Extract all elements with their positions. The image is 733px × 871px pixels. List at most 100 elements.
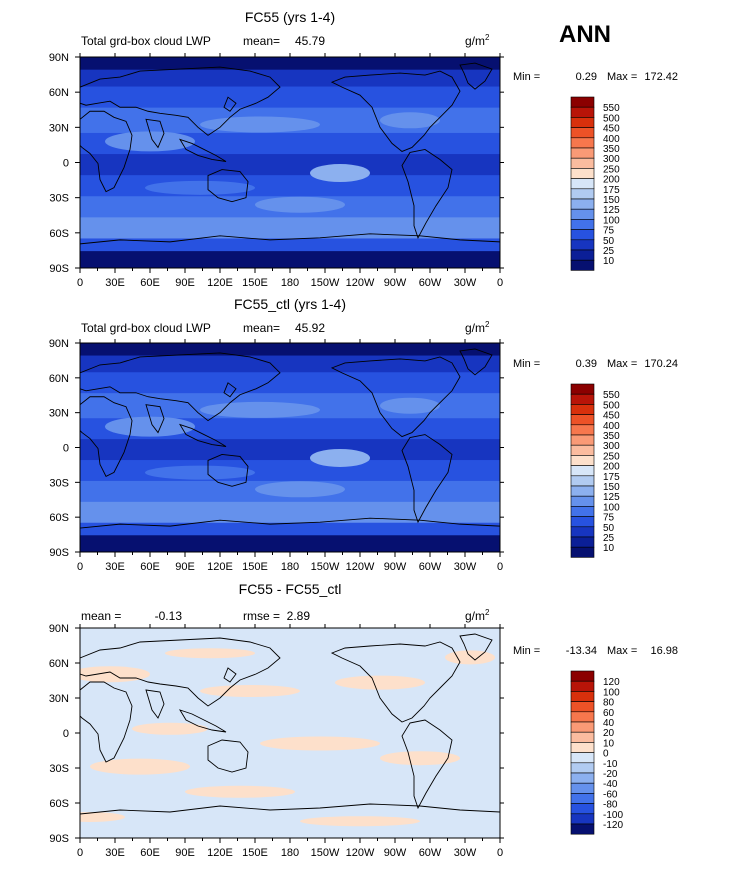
x-tick-label: 180 [281, 561, 299, 573]
colorbar-swatch [570, 157, 595, 169]
colorbar-swatch [570, 691, 595, 702]
colorbar-label: -120 [603, 820, 623, 831]
colorbar-label: 200 [603, 175, 620, 186]
y-tick-label: 90S [49, 263, 69, 275]
colorbar-label: 25 [603, 246, 615, 257]
colorbar-label: 25 [603, 533, 615, 544]
colorbar-label: 40 [603, 718, 615, 729]
colorbar-label: 175 [603, 185, 620, 196]
x-tick-label: 60W [419, 277, 442, 289]
x-tick-label: 0 [77, 561, 83, 573]
colorbar-swatch [570, 168, 595, 179]
x-tick-label: 150W [311, 561, 340, 573]
x-tick-label: 90W [384, 561, 407, 573]
colorbar-label: -40 [603, 779, 618, 790]
x-tick-label: 120W [346, 561, 375, 573]
colorbar-label: 300 [603, 441, 620, 452]
colorbar-swatch [570, 106, 595, 118]
y-tick-label: 30S [49, 763, 69, 775]
y-tick-label: 60S [49, 512, 69, 524]
mean-label: mean= [243, 34, 280, 48]
lwp-cloud-region [310, 164, 370, 183]
lwp-cloud-region [310, 448, 370, 467]
lwp-band [80, 86, 500, 109]
max-value: 172.42 [644, 71, 678, 83]
y-tick-label: 30N [49, 122, 69, 134]
lwp-cloud-region [145, 180, 255, 195]
min-value: 0.29 [576, 71, 597, 83]
lwp-band [80, 251, 500, 268]
lwp-band [80, 154, 500, 176]
diff-positive-region [445, 650, 495, 665]
colorbar-swatch [570, 670, 595, 682]
colorbar-label: 0 [603, 749, 609, 760]
colorbar-swatch [570, 249, 595, 261]
x-tick-label: 60E [140, 561, 160, 573]
colorbar-swatch [570, 782, 595, 794]
colorbar-swatch [570, 239, 595, 251]
colorbar-swatch [570, 516, 595, 528]
x-tick-label: 180 [281, 277, 299, 289]
colorbar-label: 200 [603, 462, 620, 473]
colorbar-swatch [570, 414, 595, 426]
colorbar-swatch [570, 721, 595, 733]
colorbar-swatch [570, 117, 595, 128]
colorbar-swatch [570, 731, 595, 743]
x-tick-label: 150W [311, 847, 340, 859]
y-tick-label: 90S [49, 547, 69, 559]
colorbar-label: 250 [603, 164, 620, 175]
y-tick-label: 0 [63, 728, 69, 740]
mean-value: 45.79 [295, 34, 325, 48]
colorbar-swatch [570, 701, 595, 713]
lwp-band [80, 522, 500, 536]
units-label: g/m2 [465, 320, 490, 335]
x-tick-label: 60E [140, 277, 160, 289]
colorbar-swatch [570, 434, 595, 446]
x-tick-label: 120W [346, 277, 375, 289]
colorbar-label: 60 [603, 708, 615, 719]
colorbar-label: 50 [603, 523, 615, 534]
colorbar-label: 150 [603, 195, 620, 206]
colorbar-swatch [570, 147, 595, 159]
units-exponent: 2 [485, 33, 490, 42]
x-tick-label: 30E [105, 847, 125, 859]
units-base: g/m [465, 34, 485, 48]
diff-positive-region [260, 736, 380, 751]
x-tick-label: 90E [175, 847, 195, 859]
x-tick-label: 90E [175, 561, 195, 573]
y-tick-label: 30S [49, 193, 69, 205]
colorbar-swatch [570, 96, 595, 108]
lwp-band [80, 355, 500, 373]
colorbar-label: -20 [603, 769, 618, 780]
colorbar-label: 400 [603, 134, 620, 145]
variable-label: Total grd-box cloud LWP [81, 321, 211, 335]
units-exponent: 2 [485, 608, 490, 617]
lwp-cloud-region [255, 196, 345, 213]
colorbar-swatch [570, 383, 595, 395]
lwp-cloud-region [380, 112, 440, 129]
lwp-cloud-region [105, 131, 195, 152]
x-tick-label: 60W [419, 561, 442, 573]
diff-positive-region [80, 812, 125, 822]
diff-positive-region [165, 648, 255, 659]
colorbar-label: -80 [603, 800, 618, 811]
colorbar-swatch [570, 526, 595, 538]
lwp-cloud-region [80, 482, 160, 497]
lwp-band [80, 217, 500, 239]
diff-positive-region [90, 758, 190, 775]
lwp-band [80, 460, 500, 482]
max-value: 16.98 [650, 645, 678, 657]
map-panel-1: FC55 (yrs 1-4) Total grd-box cloud LWP mea… [49, 9, 678, 289]
min-value: 0.39 [576, 358, 597, 370]
y-tick-label: 60S [49, 798, 69, 810]
diff-positive-region [185, 785, 295, 798]
colorbar-swatch [570, 793, 595, 804]
colorbar-swatch [570, 137, 595, 149]
x-tick-label: 90W [384, 847, 407, 859]
panel-title: FC55_ctl (yrs 1-4) [234, 296, 346, 312]
mean-value: -0.13 [155, 609, 183, 623]
colorbar: 5505004504003503002502001751501251007550… [570, 96, 620, 271]
max-label: Max = [607, 71, 637, 83]
